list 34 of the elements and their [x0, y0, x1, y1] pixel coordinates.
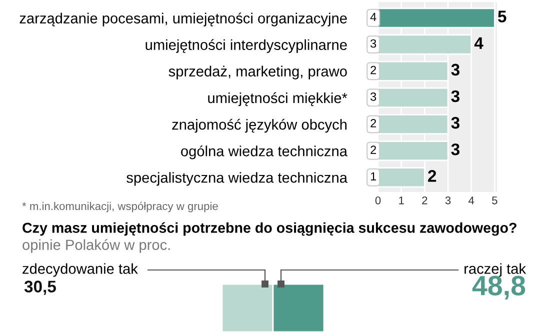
annotation: 1: [370, 172, 376, 180]
y-tick-label: znajomość języków obcych: [172, 118, 347, 133]
x-tick-label: 4: [468, 196, 474, 204]
x-tick-label: 0: [375, 196, 381, 204]
y-tick-label: umiejętności miękkie*: [208, 92, 348, 106]
y-tick-label: specjalistyczna wiedza techniczna: [126, 172, 348, 186]
annotation: 4: [370, 12, 376, 21]
annotation: 2: [370, 66, 376, 74]
text: * m.in.komunikacji, współpracy w grupie: [22, 202, 218, 212]
y-tick-label: sprzedaż, marketing, prawo: [168, 66, 347, 80]
x-tick-label: 2: [422, 196, 428, 204]
text: opinie Polaków w proc.: [22, 239, 170, 253]
data-label: 3: [451, 143, 460, 156]
x-tick-label: 3: [445, 196, 451, 204]
data-label: 3: [451, 116, 460, 129]
y-tick-label: ogólna wiedza techniczna: [181, 145, 348, 160]
data-label: 3: [451, 64, 460, 76]
y-tick-label: zarządzanie pocesami, umiejętności organizacyjne: [20, 12, 347, 26]
annotation: 3: [370, 39, 376, 48]
x-tick-label: 1: [399, 196, 404, 204]
data-label: 5: [498, 10, 506, 22]
annotation: 2: [370, 119, 376, 128]
annotation: 2: [370, 146, 376, 154]
category-label: zdecydowanie tak: [22, 263, 138, 277]
category-label: raczej tak: [464, 263, 526, 277]
data-label: 30,5: [24, 280, 56, 295]
text: Czy masz umiejętności potrzebne do osiągnięcia sukcesu zawodowego?: [22, 222, 516, 236]
data-label: 3: [451, 90, 460, 102]
data-label: 4: [474, 37, 484, 49]
x-tick-label: 5: [492, 196, 498, 204]
annotation: 3: [370, 92, 376, 101]
data-label: 2: [428, 170, 436, 182]
data-label: 48,8: [472, 276, 526, 300]
y-tick-label: umiejętności interdyscyplinarne: [146, 39, 347, 53]
